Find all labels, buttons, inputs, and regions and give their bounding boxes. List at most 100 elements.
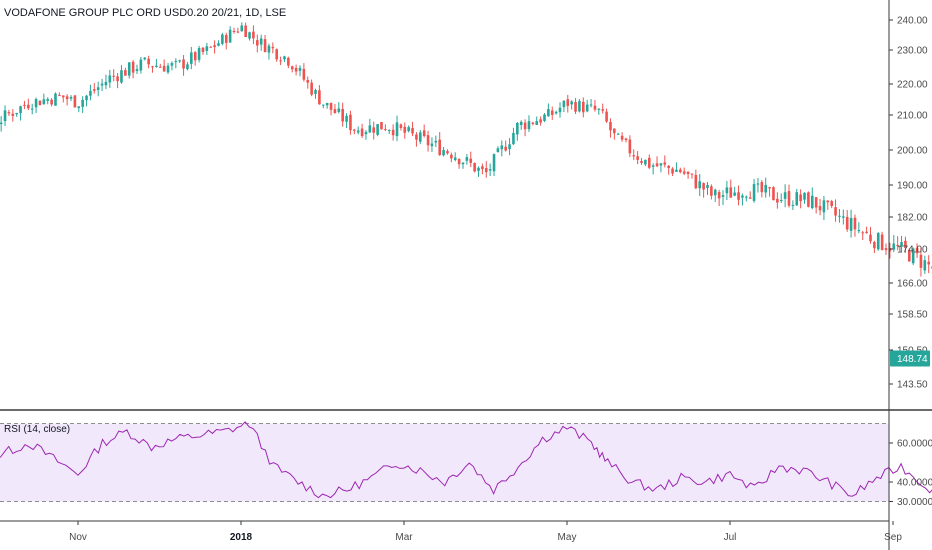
candle-body-224 (799, 194, 802, 202)
candle-body-183 (640, 160, 643, 163)
candle-body-161 (554, 111, 558, 114)
candle-body-112 (364, 131, 368, 135)
candle-body-240 (861, 232, 865, 234)
candle-body-45 (104, 81, 108, 86)
candle-body-204 (721, 195, 725, 197)
candle-body-136 (457, 158, 461, 165)
candle-body-62 (170, 63, 174, 66)
candle-body-206 (729, 187, 733, 198)
candle-body-64 (178, 60, 181, 62)
candles (0, 22, 932, 277)
candle-body-102 (325, 103, 329, 106)
candle-body-158 (543, 114, 546, 121)
candle-body-57 (151, 66, 154, 68)
candle-body-80 (240, 25, 244, 32)
candle-body-177 (616, 133, 620, 135)
candle-body-248 (892, 243, 896, 250)
candle-body-237 (849, 217, 853, 231)
candle-body-249 (896, 244, 899, 247)
candle-body-113 (368, 125, 372, 133)
candle-body-73 (213, 45, 216, 48)
candle-body-54 (139, 59, 143, 71)
candle-body-28 (38, 100, 42, 106)
candle-body-211 (748, 197, 752, 199)
candle-body-139 (469, 158, 473, 163)
candle-body-250 (900, 242, 903, 247)
candle-body-236 (845, 216, 849, 230)
candle-body-74 (217, 43, 220, 46)
candle-body-141 (477, 167, 480, 171)
candle-body-216 (768, 187, 771, 189)
candle-body-225 (803, 192, 806, 200)
candle-body-151 (516, 122, 519, 135)
candle-body-103 (329, 102, 333, 110)
candle-body-157 (539, 119, 542, 123)
candle-body-115 (376, 124, 379, 135)
candle-body-69 (197, 48, 201, 60)
candle-body-39 (81, 99, 84, 107)
time-tick-label-1: 2018 (230, 532, 253, 543)
candle-body-214 (760, 182, 764, 193)
candle-body-79 (236, 31, 240, 33)
candle-body-195 (686, 171, 690, 174)
price-tick-label-6: 182.00 (897, 213, 928, 224)
candle-body-244 (876, 233, 880, 250)
candle-body-106 (341, 108, 344, 122)
candle-body-152 (519, 121, 523, 126)
candle-body-72 (209, 46, 213, 48)
candle-body-221 (787, 191, 791, 206)
candle-body-55 (143, 57, 147, 60)
candle-body-30 (46, 99, 50, 101)
candle-body-38 (77, 106, 81, 109)
candle-body-182 (636, 156, 639, 160)
candle-body-33 (58, 95, 61, 97)
candle-body-77 (228, 29, 232, 43)
candle-body-29 (42, 99, 46, 104)
candle-body-135 (453, 157, 457, 161)
candle-body-147 (500, 145, 504, 150)
candle-body-168 (582, 101, 585, 113)
candle-body-187 (655, 163, 659, 167)
price-tick-label-4: 200.00 (897, 146, 928, 157)
candle-body-246 (884, 248, 888, 251)
time-tick-label-0: Nov (69, 532, 87, 543)
candle-body-35 (65, 96, 69, 100)
candle-body-150 (512, 132, 515, 145)
candle-body-78 (232, 30, 236, 32)
candle-body-253 (911, 248, 915, 264)
candle-body-71 (205, 46, 209, 51)
time-tick-label-3: May (558, 532, 577, 543)
time-axis[interactable]: Nov2018MarMayJulSepNov2019MarMay (69, 521, 932, 543)
candle-body-50 (124, 70, 127, 76)
candle-body-121 (399, 124, 403, 128)
candle-body-22 (15, 112, 18, 115)
candle-body-174 (605, 111, 608, 122)
candle-body-130 (434, 140, 438, 143)
candle-body-48 (116, 76, 119, 82)
candle-body-193 (679, 169, 682, 173)
candle-body-60 (162, 65, 166, 72)
candle-body-46 (108, 75, 112, 83)
candle-body-188 (659, 163, 663, 166)
candle-body-251 (904, 240, 907, 248)
candle-body-164 (566, 99, 570, 106)
time-tick-label-5: Sep (884, 532, 902, 543)
candle-body-178 (620, 135, 624, 140)
candle-body-170 (589, 104, 593, 106)
rsi-axis[interactable]: 60.0000 40.0000 30.0000 (889, 439, 932, 509)
candle-body-153 (523, 122, 527, 130)
candle-body-223 (795, 192, 799, 206)
candle-body-238 (853, 217, 857, 230)
candle-body-108 (349, 114, 352, 131)
candle-body-52 (131, 61, 135, 73)
candle-body-197 (694, 174, 698, 189)
candle-body-196 (690, 173, 694, 175)
price-tick-label-7: 174.00 (897, 245, 928, 256)
candle-body-86 (263, 39, 267, 53)
candle-body-75 (221, 34, 224, 44)
candle-body-26 (30, 108, 34, 110)
candle-body-162 (558, 107, 562, 113)
candle-body-171 (593, 105, 597, 110)
candle-body-154 (527, 121, 531, 130)
